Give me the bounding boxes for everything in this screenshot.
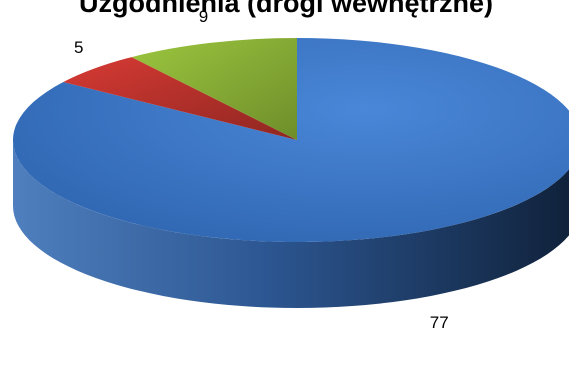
pie-slice-side-0: [13, 140, 569, 308]
data-label-1: 5: [74, 38, 83, 57]
pie-slice-1: [63, 57, 297, 140]
pie-slice-2: [131, 38, 297, 140]
chart-title: Uzgodnienia (drogi wewnętrzne): [79, 0, 493, 18]
data-label-0: 77: [430, 313, 449, 332]
data-label-2: 9: [199, 7, 208, 26]
pie-slice-0: [13, 38, 569, 242]
